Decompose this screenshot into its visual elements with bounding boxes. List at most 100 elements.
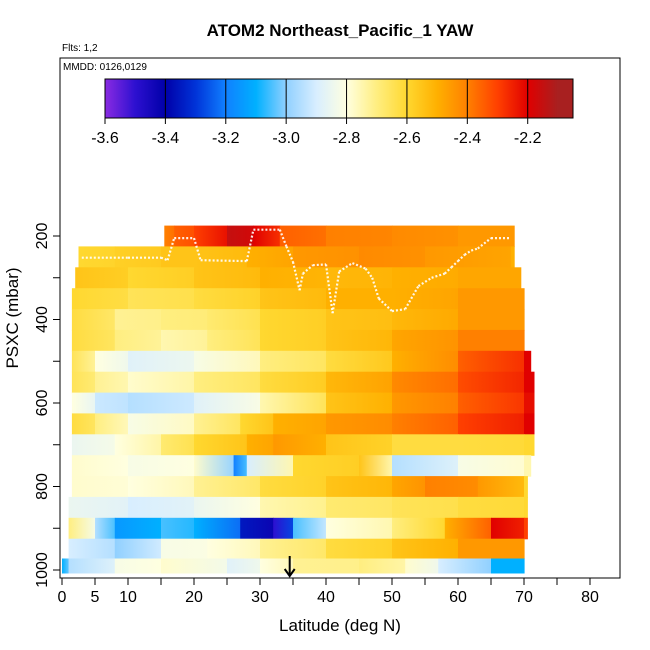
heatmap-cell: [260, 329, 327, 352]
flight-track-segment: [457, 254, 466, 262]
heatmap-cell: [326, 517, 393, 540]
heatmap-cell: [326, 350, 393, 373]
heatmap-cell: [161, 329, 208, 352]
heatmap-cell: [71, 476, 129, 498]
heatmap-cell: [68, 538, 116, 560]
heatmap-cell: [260, 476, 327, 498]
heatmap-cell: [68, 517, 96, 540]
flight-track-segment: [450, 260, 459, 269]
heatmap-cell: [253, 225, 281, 248]
heatmap-cell: [194, 517, 241, 540]
heatmap-cell: [524, 517, 528, 540]
x-tick-label: 40: [317, 589, 335, 606]
heatmap-cell: [326, 267, 393, 289]
flight-track-segment: [245, 229, 255, 262]
x-tick-label: 60: [449, 589, 467, 606]
heatmap-cell: [273, 413, 327, 435]
chart-title: ATOM2 Northeast_Pacific_1 YAW: [207, 21, 475, 40]
heatmap-cell: [477, 476, 525, 498]
heatmap-cell: [114, 434, 162, 456]
heatmap-cell: [260, 309, 327, 331]
heatmap-cell: [260, 496, 327, 519]
y-tick-label: 600: [34, 390, 51, 417]
heatmap-cell: [326, 371, 393, 394]
heatmap-cell: [425, 476, 479, 498]
heatmap-cell: [114, 246, 162, 268]
heatmap-cell: [161, 538, 208, 560]
heatmap-cell: [359, 558, 406, 574]
dates-note: MMDD: 0126,0129: [63, 62, 147, 73]
heatmap-cell: [326, 392, 393, 415]
heatmap-cell: [326, 538, 393, 560]
flight-track-segment: [464, 249, 472, 256]
colorbar-tick-label: -3.6: [91, 130, 119, 147]
heatmap-cell: [207, 309, 261, 331]
heatmap-cell: [161, 434, 195, 456]
heatmap-cell: [458, 309, 525, 331]
x-tick-label: 30: [251, 589, 269, 606]
flight-track-segment: [404, 285, 420, 310]
heatmap-cell: [359, 455, 393, 477]
flight-track-segment: [160, 256, 168, 262]
heatmap-cell: [128, 392, 195, 415]
heatmap-cell: [161, 246, 195, 268]
heatmap-cell: [260, 371, 327, 394]
y-tick-label: 200: [34, 223, 51, 250]
arrow-head: [283, 568, 296, 578]
heatmap-cell: [71, 434, 116, 456]
flight-track-segment: [331, 271, 341, 314]
heatmap-cell: [326, 309, 393, 331]
heatmap-cell: [260, 267, 327, 289]
heatmap-cell: [458, 538, 525, 560]
heatmap-cell: [458, 225, 515, 248]
heatmap-cell: [194, 288, 261, 310]
heatmap-cell: [392, 225, 459, 248]
heatmap-cell: [161, 517, 195, 540]
heatmap-cell: [392, 392, 459, 415]
heatmap-cell: [260, 288, 327, 310]
heatmap-cell: [246, 246, 294, 268]
heatmap-cell: [194, 434, 248, 456]
flight-track-segment: [298, 273, 304, 291]
heatmap-cell: [128, 496, 195, 519]
x-tick-label: 20: [185, 589, 203, 606]
heatmap-cell: [128, 350, 195, 373]
x-tick-label: 70: [515, 589, 533, 606]
colorbar: -3.6 -3.4 -3.2 -3.0 -2.8 -2.6 -2.4 -2.2: [91, 78, 574, 147]
heatmap-cell: [95, 371, 129, 394]
heatmap-cell: [326, 288, 393, 310]
heatmap-cell: [392, 413, 459, 435]
x-tick-label: 5: [91, 589, 100, 606]
heatmap-cell: [458, 496, 525, 519]
colorbar-tick-label: -2.6: [393, 130, 421, 147]
heatmap-cell: [438, 558, 492, 574]
heatmap-cell: [458, 329, 525, 352]
heatmap-cell: [71, 455, 129, 477]
heatmap-cell: [260, 392, 327, 415]
y-tick-label: 400: [34, 306, 51, 333]
heatmap-cell: [359, 246, 426, 268]
flight-track-segment: [378, 297, 393, 312]
heatmap-cell: [71, 288, 129, 310]
heatmap-cell: [95, 413, 129, 435]
heatmap-cell: [273, 434, 327, 456]
flight-track-segment: [470, 247, 479, 252]
heatmap-cell: [392, 371, 459, 394]
heatmap-cell: [246, 455, 294, 477]
heatmap-cell: [240, 413, 274, 435]
heatmap-cell: [392, 517, 446, 540]
colorbar-tick-label: -2.8: [333, 130, 361, 147]
heatmap-cell: [78, 246, 116, 268]
colorbar-tick-label: -3.2: [212, 130, 240, 147]
x-tick-label: 10: [119, 589, 137, 606]
y-tick-label: 1000: [34, 552, 51, 588]
heatmap-cell: [194, 246, 248, 268]
heatmap-cell: [392, 538, 459, 560]
heatmap-cell: [491, 517, 525, 540]
heatmap-cell: [128, 267, 195, 289]
heatmap-cell: [458, 371, 525, 394]
heatmap-cell: [71, 392, 96, 415]
heatmap-cell: [326, 413, 393, 435]
heatmap-cell: [128, 413, 195, 435]
heatmap-cell: [510, 246, 515, 268]
